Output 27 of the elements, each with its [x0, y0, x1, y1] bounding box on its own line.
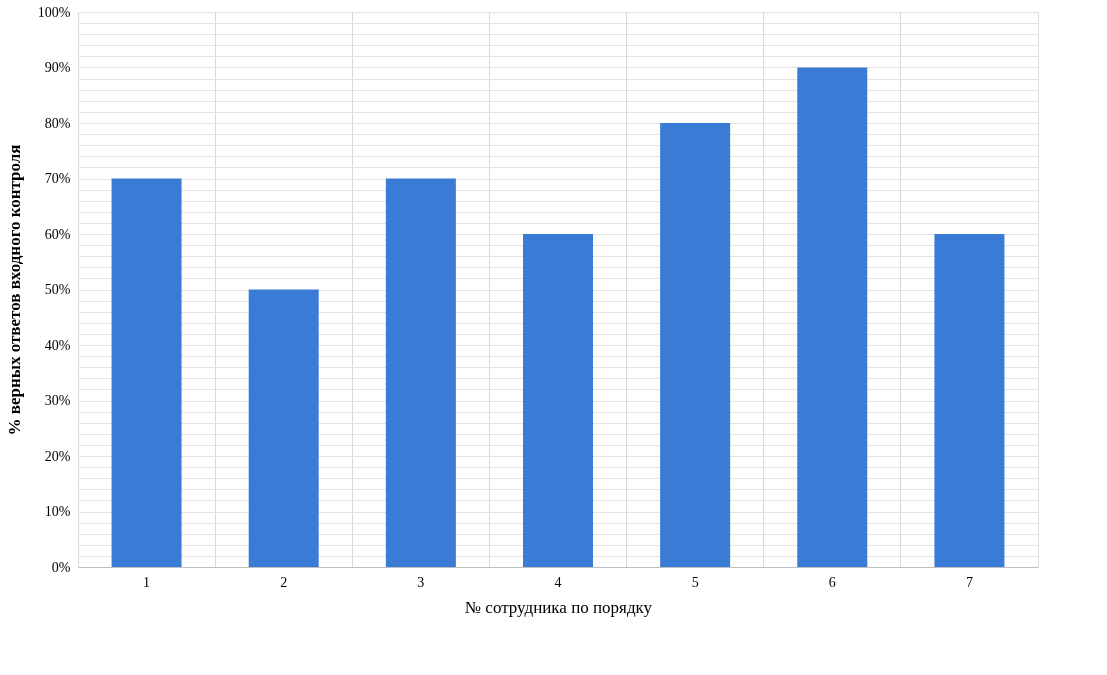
y-tick-label: 100% [37, 4, 71, 20]
y-tick-label: 30% [44, 393, 71, 408]
y-tick-label: 90% [44, 60, 71, 75]
y-tick-label: 60% [44, 226, 71, 242]
y-tick-label: 40% [44, 337, 71, 353]
bar [248, 289, 319, 567]
x-tick-label: 6 [828, 574, 836, 590]
y-tick-label: 10% [44, 504, 71, 519]
y-axis-title: % верных ответов входного контроля [4, 144, 24, 436]
bar [523, 234, 593, 567]
bar [385, 178, 456, 567]
x-axis-title: № сотрудника по порядку [464, 597, 653, 617]
y-tick-label: 20% [44, 448, 71, 464]
x-tick-label: 7 [965, 574, 973, 590]
bar [660, 123, 731, 567]
x-tick-label: 3 [417, 574, 425, 590]
y-tick-label: 70% [44, 171, 71, 186]
x-tick-label: 4 [554, 574, 562, 590]
bar [111, 178, 182, 567]
y-tick-label: 50% [44, 282, 71, 297]
bar [797, 67, 868, 567]
x-tick-label: 1 [143, 574, 151, 590]
y-tick-label: 0% [51, 559, 71, 575]
x-tick-label: 2 [280, 574, 288, 590]
y-tick-label: 80% [44, 115, 71, 131]
bar [934, 234, 1005, 567]
x-tick-label: 5 [691, 574, 699, 590]
